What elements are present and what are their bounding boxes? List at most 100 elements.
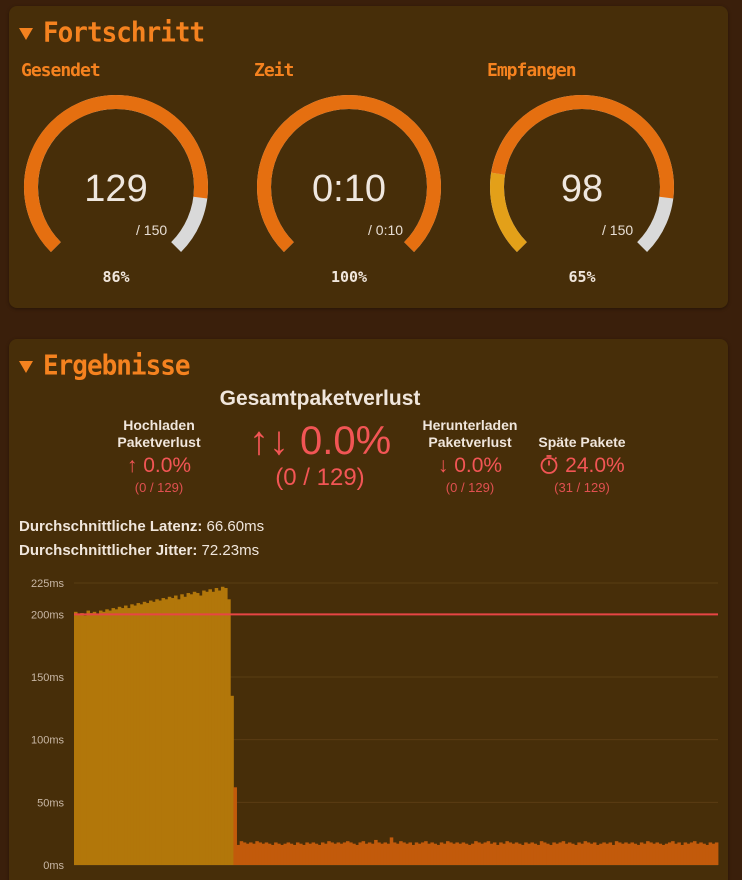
latency-bar: [249, 842, 253, 865]
latency-bar: [667, 842, 672, 865]
latency-bar: [205, 591, 209, 865]
latency-bar: [446, 841, 450, 865]
latency-bar: [430, 842, 434, 865]
latency-bar: [549, 844, 553, 865]
latency-bar: [711, 843, 716, 865]
latency-bar: [339, 843, 344, 865]
latency-bar: [236, 844, 241, 865]
latency-bar: [336, 842, 341, 865]
download-loss-value: ↓ 0.0%: [437, 454, 503, 477]
latency-bar: [105, 609, 109, 865]
latency-bar: [539, 841, 544, 865]
latency-bar: [364, 843, 369, 865]
latency-bar: [317, 844, 322, 865]
latency-bar: [571, 843, 575, 865]
latency-bar: [605, 843, 609, 865]
gauge-sent-label: Gesendet: [21, 60, 101, 81]
gauge-sent-percent: 86%: [102, 268, 130, 286]
latency-bar: [624, 842, 628, 865]
upload-loss-value: ↑ 0.0%: [126, 454, 192, 477]
latency-bar: [267, 843, 272, 865]
latency-bar: [464, 843, 469, 865]
latency-bar: [442, 843, 447, 865]
late-packets-title: Späte Pakete: [538, 434, 626, 450]
latency-bar: [508, 842, 513, 865]
collapse-caret-icon[interactable]: [19, 28, 33, 40]
latency-bar: [170, 598, 175, 865]
results-panel-toggle[interactable]: Ergebnisse: [19, 350, 191, 382]
latency-bar: [174, 595, 178, 865]
latency-bar: [136, 603, 141, 865]
latency-bar: [277, 843, 281, 865]
latency-bar: [471, 843, 475, 865]
latency-bar: [671, 841, 675, 865]
latency-bar: [258, 842, 262, 865]
latency-bar: [202, 590, 206, 865]
y-tick-label: 225ms: [31, 578, 65, 590]
latency-bar: [408, 842, 413, 865]
latency-bar: [646, 841, 650, 865]
collapse-caret-icon[interactable]: [19, 361, 33, 373]
average-latency: Durchschnittliche Latenz: 66.60ms: [19, 518, 264, 535]
latency-bar: [661, 844, 666, 865]
latency-bar: [411, 844, 416, 865]
latency-bar: [427, 843, 431, 865]
latency-bar: [289, 843, 294, 865]
latency-bar: [295, 842, 300, 865]
y-tick-label: 150ms: [31, 672, 65, 684]
latency-bar: [521, 844, 525, 865]
progress-panel-toggle[interactable]: Fortschritt: [19, 17, 205, 49]
latency-bar: [167, 596, 172, 865]
latency-bar: [183, 596, 187, 865]
latency-bar: [239, 841, 244, 865]
latency-bar: [492, 842, 497, 865]
latency-bar: [589, 843, 594, 865]
latency-bar: [374, 839, 378, 865]
gauge-received-ring: [490, 95, 674, 253]
latency-bar: [699, 842, 703, 865]
average-latency-value: 66.60ms: [206, 518, 265, 535]
down-arrow-icon: ↓: [437, 454, 449, 477]
average-jitter: Durchschnittlicher Jitter: 72.23ms: [19, 542, 259, 559]
latency-bar: [74, 611, 78, 865]
latency-bar: [299, 843, 303, 865]
latency-bar: [380, 843, 384, 865]
y-tick-label: 0ms: [43, 860, 64, 871]
y-tick-label: 100ms: [31, 735, 65, 747]
gauge-time-total: / 0:10: [368, 222, 404, 238]
latency-bar: [542, 842, 547, 865]
latency-bar: [686, 843, 691, 865]
latency-bar: [483, 842, 488, 865]
latency-bar: [308, 843, 312, 865]
latency-bar: [599, 843, 603, 865]
results-panel: Ergebnisse Hochladen Paketverlust ↑ 0.0%…: [9, 339, 728, 880]
latency-bar: [255, 841, 259, 865]
latency-bar: [586, 842, 591, 865]
stopwatch-icon: [540, 455, 558, 474]
latency-bar: [546, 843, 550, 865]
latency-bar: [627, 843, 631, 865]
upload-loss-stat: Hochladen Paketverlust ↑ 0.0% (0 / 129): [104, 417, 214, 495]
results-panel-title: Ergebnisse: [43, 350, 191, 382]
late-packets-stat: Späte Pakete 24.0% (31 / 129): [527, 434, 637, 495]
gauge-fill-arc: [24, 95, 208, 253]
latency-bar: [111, 608, 116, 865]
progress-panel-title: Fortschritt: [43, 17, 205, 49]
latency-bar: [714, 842, 719, 865]
latency-bar: [402, 842, 406, 865]
latency-bar: [280, 844, 284, 865]
latency-bar: [514, 842, 519, 865]
latency-bar: [580, 843, 584, 865]
latency-bar: [324, 843, 328, 865]
latency-bar: [630, 842, 634, 865]
latency-bar: [567, 842, 572, 865]
latency-bar: [511, 843, 516, 865]
latency-bar: [499, 842, 503, 865]
latency-bar: [405, 843, 409, 865]
latency-bar: [692, 841, 697, 865]
latency-bar: [396, 843, 400, 865]
late-packets-detail: (31 / 129): [554, 480, 610, 495]
latency-bar: [124, 605, 128, 865]
latency-bar: [436, 844, 441, 865]
y-tick-label: 50ms: [37, 797, 64, 809]
